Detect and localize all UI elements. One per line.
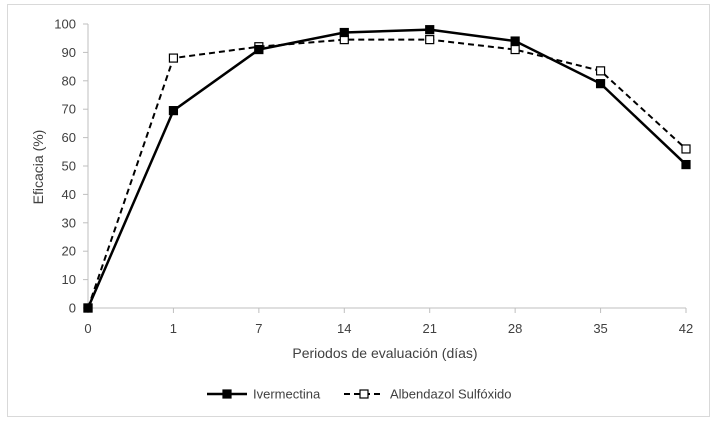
y-tick-label: 60 — [62, 130, 76, 145]
legend-label: Ivermectina — [253, 387, 321, 402]
series-ivermectina — [83, 25, 691, 313]
data-point — [83, 303, 93, 313]
legend-marker — [222, 389, 232, 399]
x-tick-label: 42 — [679, 321, 693, 336]
legend-label: Albendazol Sulfóxido — [390, 387, 511, 402]
data-point — [681, 144, 691, 154]
y-tick-label: 10 — [62, 272, 76, 287]
y-tick-label: 0 — [69, 301, 76, 316]
series-line — [87, 38, 687, 309]
chart-frame — [7, 4, 710, 417]
y-tick-label: 80 — [62, 73, 76, 88]
x-tick-label: 1 — [170, 321, 177, 336]
y-tick-label: 30 — [62, 215, 76, 230]
data-point — [595, 66, 606, 76]
legend: Ivermectina Albendazol Sulfóxido — [207, 387, 511, 402]
legend-marker — [359, 389, 369, 399]
y-tick-label: 100 — [54, 17, 76, 32]
data-point — [254, 44, 264, 55]
data-point — [425, 25, 435, 35]
x-tick-label: 28 — [508, 321, 522, 336]
data-point — [168, 53, 179, 63]
x-axis-title: Periodos de evaluación (días) — [292, 345, 477, 361]
data-point — [681, 159, 691, 170]
y-tick-label: 90 — [62, 45, 76, 60]
x-tick-label: 14 — [337, 321, 351, 336]
data-point — [510, 36, 520, 46]
y-tick-label: 50 — [62, 159, 76, 174]
y-tick-labels: 0 10 20 30 40 50 60 70 80 90 100 — [54, 17, 88, 316]
y-axis-title: Eficacia (%) — [30, 130, 46, 205]
data-point — [595, 79, 606, 89]
series-line — [86, 28, 687, 309]
x-tick-label: 0 — [84, 321, 91, 336]
x-tick-label: 7 — [255, 321, 262, 336]
x-tick-label: 21 — [422, 321, 436, 336]
x-tick-label: 35 — [593, 321, 607, 336]
y-tick-label: 70 — [62, 102, 76, 117]
data-point — [339, 27, 349, 38]
y-tick-label: 40 — [62, 187, 76, 202]
x-tick-labels: 0 1 7 14 21 28 35 42 — [84, 308, 693, 336]
data-point — [168, 106, 179, 116]
series-albendazol-sulfoxido — [83, 35, 691, 313]
series-layer — [83, 25, 691, 313]
legend-item: Albendazol Sulfóxido — [344, 387, 511, 402]
data-point — [510, 44, 520, 55]
y-tick-label: 20 — [62, 244, 76, 259]
legend-item: Ivermectina — [207, 387, 321, 402]
data-point — [425, 35, 435, 45]
